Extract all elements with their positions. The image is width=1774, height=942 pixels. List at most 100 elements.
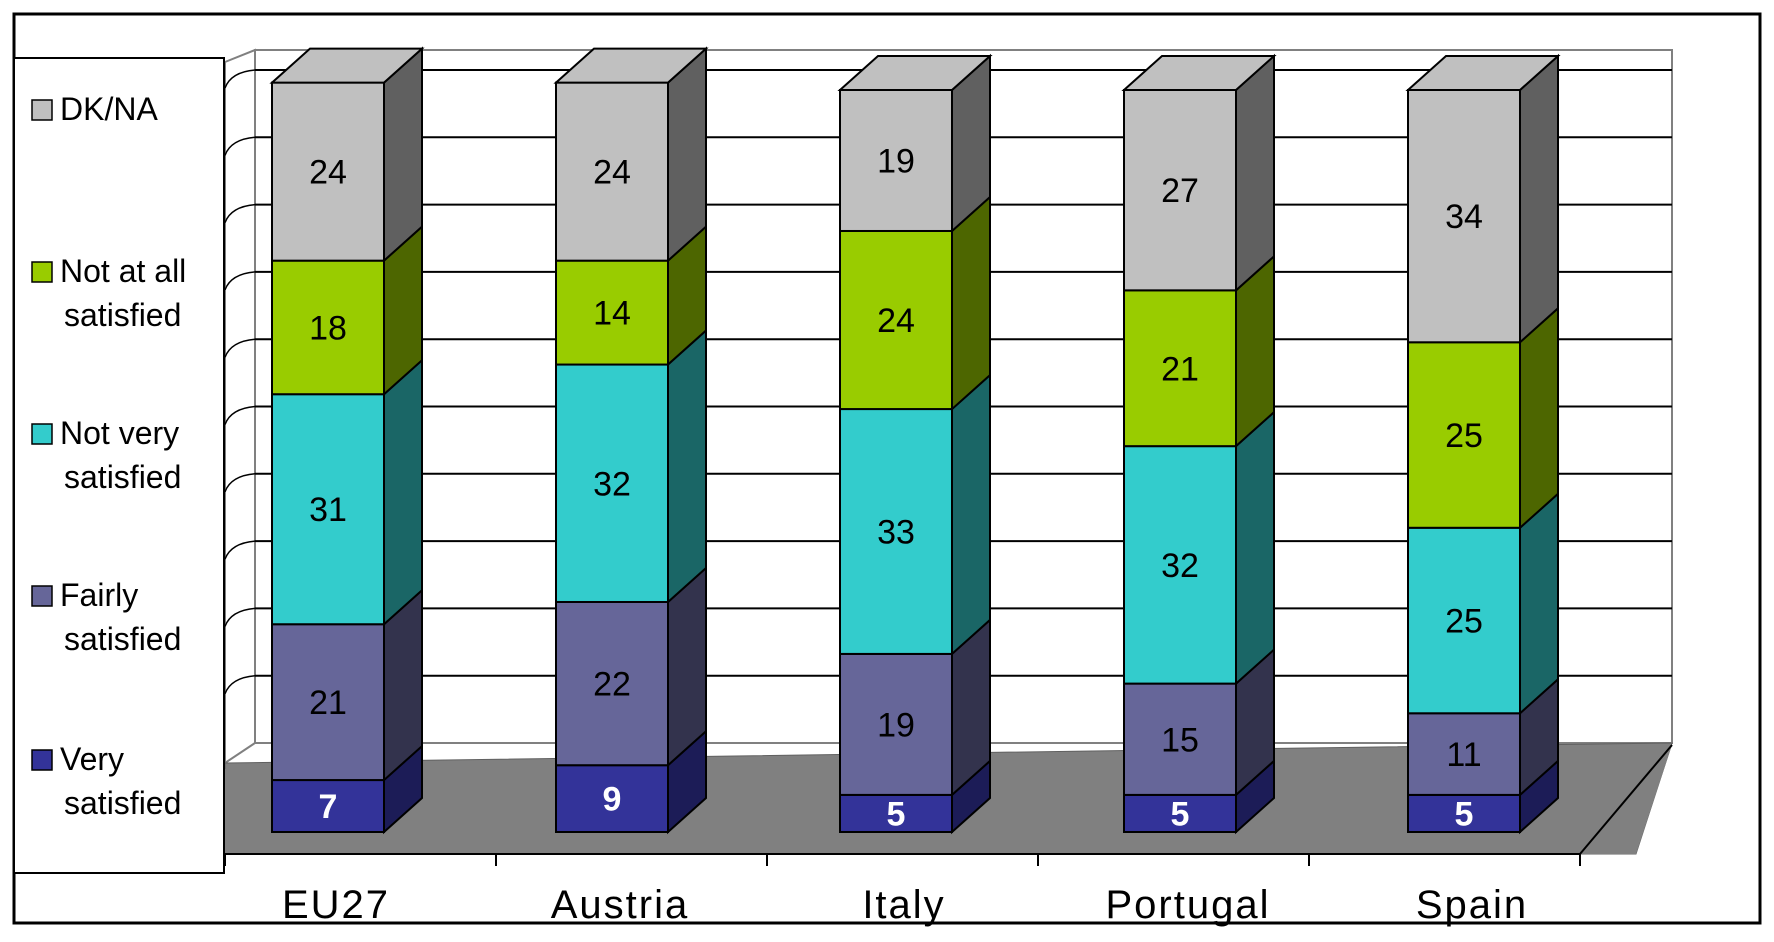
gridline-side xyxy=(224,203,256,223)
tick-label: Italy xyxy=(862,883,945,927)
legend-label: satisfied xyxy=(64,621,181,657)
data-label: 19 xyxy=(877,142,915,180)
legend-label: satisfied xyxy=(64,459,181,495)
bar-spain-very-satisfied xyxy=(1407,793,1521,834)
data-label: 22 xyxy=(593,666,631,704)
legend-label: Not at all xyxy=(60,253,186,289)
bar-portugal-not-very-satisfied xyxy=(1123,445,1237,685)
data-label: 32 xyxy=(593,465,631,503)
bar-stack-spain: 5 11 25 25 34 xyxy=(1405,53,1561,835)
bar-italy-not-at-all-satisfied xyxy=(839,229,953,411)
data-label: 7 xyxy=(319,788,338,826)
gridline-side xyxy=(224,69,256,89)
data-label: 25 xyxy=(1445,603,1483,641)
data-label: 27 xyxy=(1161,172,1199,210)
legend-label: Fairly xyxy=(60,577,138,613)
gridline-side xyxy=(224,473,256,493)
gridline-side xyxy=(224,540,256,560)
data-label: 33 xyxy=(877,513,915,551)
legend-entry-not-at-all-satisfied: Not at all satisfied xyxy=(31,253,186,333)
legend-swatch xyxy=(31,423,53,445)
legend-entry-fairly-satisfied: Fairly satisfied xyxy=(31,577,181,657)
bar-austria-not-very-satisfied xyxy=(555,363,669,603)
legend-label: Very xyxy=(60,741,124,777)
data-label: 21 xyxy=(309,684,347,722)
gridline-side xyxy=(224,338,256,358)
tick-label: EU27 xyxy=(282,883,390,927)
tick-label: Austria xyxy=(551,883,690,927)
bar-italy-not-very-satisfied-side xyxy=(951,372,991,657)
gridline-side xyxy=(224,136,256,156)
tick-label: Spain xyxy=(1416,883,1528,927)
bar-portugal-top xyxy=(1121,55,1277,91)
bar-stack-austria: 9 22 32 14 24 xyxy=(553,46,709,835)
bar-portugal-dk-na xyxy=(1123,89,1237,292)
legend-entry-not-very-satisfied: Not very satisfied xyxy=(31,415,181,495)
gridline-side xyxy=(224,674,256,694)
legend-entry-dk-na: DK/NA xyxy=(31,91,158,127)
bar-austria-not-very-satisfied-side xyxy=(667,328,707,605)
bar-eu27-dk-na-side xyxy=(383,46,423,263)
bar-spain-top xyxy=(1405,55,1561,91)
bar-portugal-dk-na-side xyxy=(1235,53,1275,293)
bar-spain-not-at-all-satisfied xyxy=(1407,341,1521,529)
bar-spain-not-at-all-satisfied-side xyxy=(1519,306,1559,531)
legend-swatch xyxy=(31,99,53,121)
category-labels: EU27 Austria Italy Portugal Spain xyxy=(282,883,1528,927)
bar-eu27-not-very-satisfied xyxy=(271,393,385,626)
data-label: 5 xyxy=(1171,795,1190,833)
bar-eu27-fairly-satisfied xyxy=(271,623,385,782)
bar-spain-not-very-satisfied xyxy=(1407,526,1521,715)
legend-label: Not very xyxy=(60,415,179,451)
legend-label: DK/NA xyxy=(60,91,158,127)
legend-box xyxy=(13,57,225,874)
bar-eu27-not-at-all-satisfied xyxy=(271,259,385,396)
bars-group: 7 21 31 18 24 9 22 32 14 24 5 19 33 24 19 5 15 32 21 27 5 11 2… xyxy=(269,46,1561,835)
tick-label: Portugal xyxy=(1106,883,1271,927)
legend-entry-very-satisfied: Very satisfied xyxy=(31,741,181,821)
data-label: 5 xyxy=(1455,795,1474,833)
bar-austria-top xyxy=(553,47,709,84)
data-label: 9 xyxy=(603,781,622,819)
bar-italy-fairly-satisfied xyxy=(839,652,953,796)
legend-label: satisfied xyxy=(64,297,181,333)
floor-right-edge xyxy=(1579,744,1673,855)
data-label: 24 xyxy=(309,154,347,192)
data-label: 5 xyxy=(887,795,906,833)
data-label: 15 xyxy=(1161,721,1199,759)
legend-swatch xyxy=(31,585,53,607)
data-label: 32 xyxy=(1161,547,1199,585)
legend-swatch xyxy=(31,261,53,283)
gridline-side xyxy=(224,405,256,425)
data-label: 24 xyxy=(593,154,631,192)
data-label: 14 xyxy=(593,295,631,333)
bar-stack-eu27: 7 21 31 18 24 xyxy=(269,46,425,835)
data-label: 25 xyxy=(1445,417,1483,455)
bar-stack-italy: 5 19 33 24 19 xyxy=(837,53,993,835)
data-label: 24 xyxy=(877,302,915,340)
legend-label: satisfied xyxy=(64,785,181,821)
legend-swatch xyxy=(31,749,53,771)
bar-austria-not-at-all-satisfied xyxy=(555,259,669,366)
bar-italy-not-at-all-satisfied-side xyxy=(951,194,991,412)
bar-italy-top xyxy=(837,55,993,91)
data-label: 21 xyxy=(1161,350,1199,388)
gridline-side xyxy=(224,607,256,627)
bar-austria-dk-na xyxy=(555,81,669,262)
legend: DK/NA Not at all satisfied Not very satisfie… xyxy=(13,57,225,874)
bar-spain-not-very-satisfied-side xyxy=(1519,491,1559,716)
bar-italy-dk-na xyxy=(839,89,953,232)
bar-spain-dk-na xyxy=(1407,89,1521,344)
bar-eu27-top xyxy=(269,47,425,84)
bar-portugal-not-very-satisfied-side xyxy=(1235,409,1275,686)
bar-austria-dk-na-side xyxy=(667,46,707,263)
gridline-side xyxy=(224,271,256,291)
bar-spain-dk-na-side xyxy=(1519,53,1559,345)
data-label: 11 xyxy=(1446,736,1481,774)
data-label: 34 xyxy=(1445,198,1483,236)
bar-italy-not-very-satisfied xyxy=(839,408,953,655)
bar-eu27-not-very-satisfied-side xyxy=(383,357,423,627)
data-label: 31 xyxy=(309,491,347,529)
